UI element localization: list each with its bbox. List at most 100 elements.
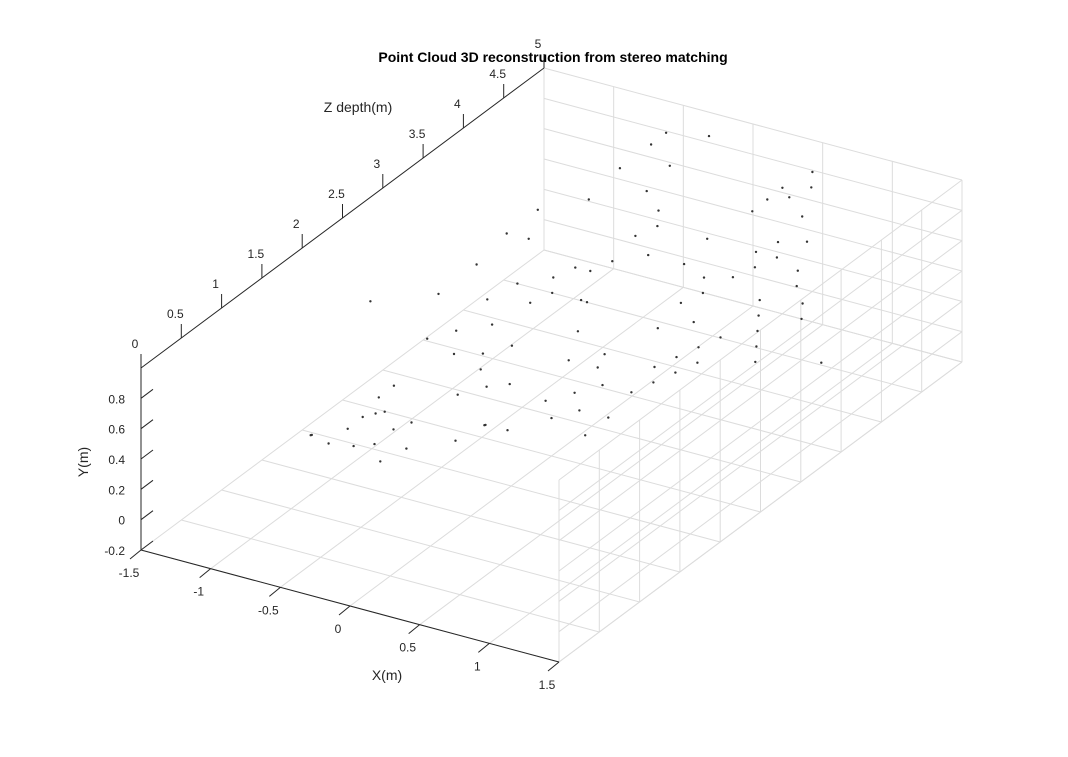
data-point — [485, 385, 488, 388]
data-point — [649, 143, 653, 146]
y-tick-label: 0.4 — [108, 453, 125, 467]
data-point — [589, 269, 592, 273]
grid-line — [382, 369, 801, 483]
data-point — [664, 131, 668, 134]
x-tick — [129, 549, 142, 560]
data-point — [392, 428, 395, 431]
data-point — [379, 460, 382, 463]
ticks: -1.5 -1 -0.5 0 0.5 1 1.5 -0.2 0 0.2 0.4 0.6 0.8 0 0.5 1… — [104, 37, 560, 692]
z-tick-label: 3.5 — [409, 127, 426, 141]
data-point — [820, 361, 823, 364]
data-point — [775, 256, 779, 259]
data-point — [479, 368, 482, 371]
grid-line — [543, 97, 963, 211]
y-tick — [140, 510, 154, 521]
data-point — [679, 301, 683, 305]
grid-line — [558, 240, 963, 542]
data-point — [392, 384, 396, 387]
z-tick-label: 3 — [373, 157, 380, 171]
z-tick-label: 0 — [132, 337, 139, 351]
x-tick-label: -1 — [193, 585, 204, 599]
z-tick-label: 4.5 — [489, 67, 506, 81]
data-point — [567, 359, 570, 362]
x-tick-label: 1 — [474, 659, 481, 673]
data-point — [675, 355, 678, 359]
data-point — [452, 352, 456, 356]
z-tick-label: 0.5 — [167, 307, 184, 321]
grid-lines — [140, 67, 963, 663]
data-point — [309, 434, 312, 437]
data-point — [756, 329, 759, 333]
y-tick — [140, 419, 154, 430]
data-point — [550, 416, 553, 420]
x-tick — [408, 624, 420, 635]
data-point — [796, 269, 799, 272]
data-point — [800, 317, 803, 321]
data-point — [456, 393, 459, 396]
data-point — [811, 170, 814, 174]
data-point — [383, 410, 386, 413]
data-point — [810, 186, 813, 189]
data-point — [656, 327, 659, 330]
data-point — [352, 444, 355, 448]
data-point — [373, 442, 376, 446]
data-point — [579, 298, 583, 302]
grid-line — [181, 519, 600, 633]
data-point — [596, 366, 599, 369]
grid-line — [302, 429, 721, 543]
z-tick-label: 4 — [454, 97, 461, 111]
data-point — [455, 329, 458, 332]
x-tick — [478, 642, 490, 653]
grid-line — [342, 399, 761, 513]
z-tick-label: 2 — [293, 217, 300, 231]
data-point — [603, 353, 606, 356]
data-point — [426, 337, 429, 340]
data-point — [551, 291, 554, 295]
data-point — [490, 323, 494, 326]
y-tick-label: 0.2 — [108, 483, 125, 497]
grid-line — [503, 279, 922, 393]
grid-line — [543, 128, 963, 242]
data-point — [374, 412, 377, 415]
data-point — [653, 365, 656, 369]
z-tick-label: 5 — [535, 37, 542, 51]
grid-line — [422, 339, 842, 453]
data-point — [707, 134, 711, 138]
data-point — [585, 301, 589, 304]
grid-line — [558, 361, 963, 663]
data-point — [757, 314, 760, 317]
grid-line — [543, 67, 963, 181]
data-point — [634, 234, 637, 238]
data-point — [437, 292, 440, 296]
axes — [140, 67, 560, 663]
data-point — [755, 345, 758, 348]
data-point — [508, 382, 511, 386]
grid-line — [558, 179, 963, 481]
data-point — [656, 224, 659, 228]
grid-line — [261, 459, 681, 573]
z-tick-label: 1 — [212, 277, 219, 291]
data-point — [701, 291, 705, 295]
grid-line — [543, 158, 963, 272]
x-tick-label: 0 — [335, 622, 342, 636]
data-point — [657, 209, 660, 212]
data-point — [645, 189, 648, 193]
data-point — [529, 301, 532, 304]
data-point — [346, 427, 349, 430]
data-point — [795, 284, 798, 288]
grid-line — [543, 249, 963, 363]
y-axis-label: Y(m) — [75, 447, 91, 477]
y-tick-label: 0 — [118, 514, 125, 528]
grid-line — [558, 270, 963, 572]
grid-line — [543, 188, 963, 302]
data-point — [377, 396, 380, 399]
data-point — [486, 298, 489, 301]
y-tick — [140, 388, 154, 399]
grid-line — [221, 489, 640, 603]
x-tick — [547, 661, 560, 672]
data-point — [510, 344, 514, 347]
data-point — [536, 208, 539, 211]
data-point — [576, 330, 580, 333]
y-tick-label: -0.2 — [104, 544, 125, 558]
